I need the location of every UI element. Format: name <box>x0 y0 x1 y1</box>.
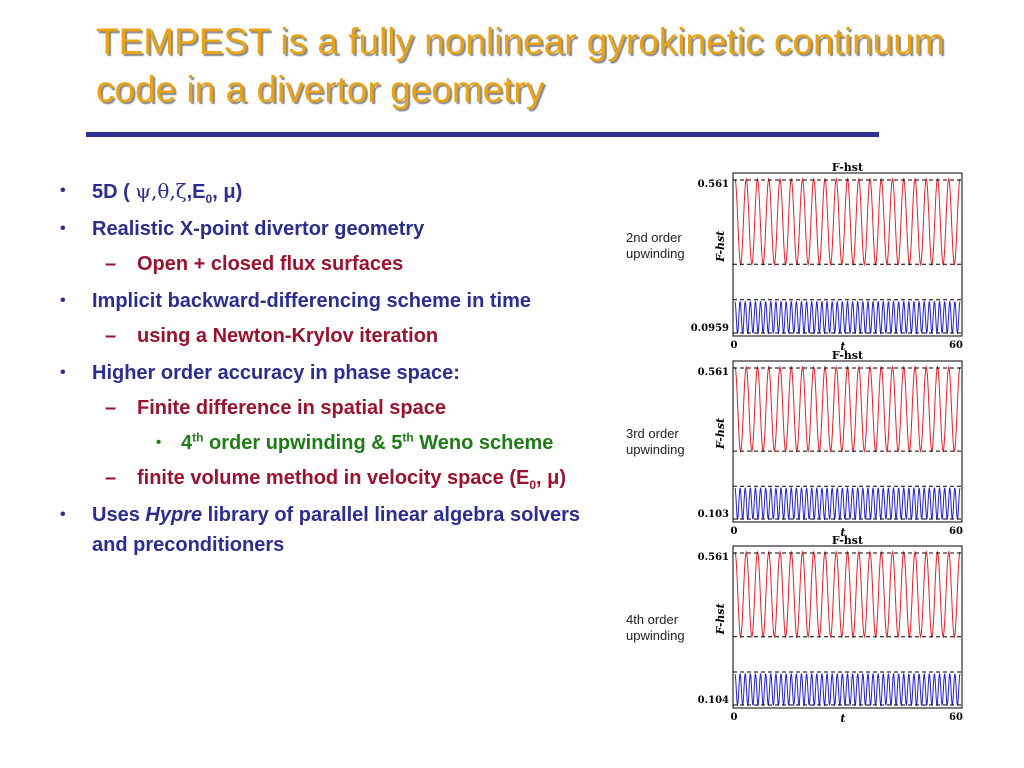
subbullet-finite-difference-text: Finite difference in spatial space <box>137 397 446 419</box>
y-tick-label-bottom: 0.103 <box>698 509 729 520</box>
chart-title: F-hst <box>832 534 864 547</box>
red-trace <box>734 365 961 454</box>
chart-title: F-hst <box>832 161 864 174</box>
bullet-geometry-text: Realistic X-point divertor geometry <box>92 218 425 240</box>
hypre-text-b: library of parallel linear algebra solve… <box>92 504 581 556</box>
subsubbullet-upwinding: • 4th order upwinding & 5th Weno scheme <box>56 428 596 458</box>
chart-1-side-label: 2nd order upwinding <box>626 230 716 262</box>
bullet-list: • 5D ( ψ,θ,ζ,E0, μ) • Realistic X-point … <box>56 176 596 560</box>
dash-marker: – <box>105 253 117 275</box>
chart-3-side-label-line-2: upwinding <box>626 628 685 643</box>
upwinding-superscript: th <box>192 430 204 445</box>
chart-1-side-label-line-2: upwinding <box>626 246 685 261</box>
chart-2-side-label: 3rd order upwinding <box>626 426 716 458</box>
bullet-implicit: • Implicit backward-differencing scheme … <box>56 286 596 316</box>
bullet-5d-greek: ψ,θ,ζ <box>135 179 187 203</box>
bullet-geometry: • Realistic X-point divertor geometry <box>56 214 596 244</box>
red-trace <box>734 177 961 267</box>
subbullet-newton-krylov: – using a Newton-Krylov iteration <box>56 321 596 351</box>
chart-2-side-label-line-2: upwinding <box>626 442 685 457</box>
bullet-marker: • <box>60 506 66 523</box>
subbullet-finite-volume: – finite volume method in velocity space… <box>56 463 596 493</box>
x-tick-label-end: 60 <box>949 712 963 723</box>
bullet-5d-mid: ,E <box>186 181 206 203</box>
finite-volume-subscript: 0 <box>529 478 537 492</box>
red-trace <box>734 550 961 639</box>
subbullet-flux-surfaces: – Open + closed flux surfaces <box>56 249 596 279</box>
bullet-marker: • <box>60 182 66 199</box>
upwinding-text-c: Weno scheme <box>413 432 554 454</box>
bullet-5d: • 5D ( ψ,θ,ζ,E0, μ) <box>56 176 596 207</box>
x-axis-label: t <box>840 340 845 353</box>
subbullet-flux-surfaces-text: Open + closed flux surfaces <box>137 253 404 275</box>
bullet-5d-subscript: 0 <box>205 192 213 206</box>
chart-title: F-hst <box>832 349 864 362</box>
y-tick-label-bottom: 0.104 <box>698 695 729 706</box>
bullet-marker: • <box>156 434 162 451</box>
blue-trace <box>734 672 961 707</box>
chart-3-side-label: 4th order upwinding <box>626 612 716 644</box>
blue-trace <box>734 486 961 521</box>
x-tick-label-end: 60 <box>949 526 963 537</box>
hypre-text-a: Uses <box>92 504 146 526</box>
bullet-implicit-text: Implicit backward-differencing scheme in… <box>92 290 532 312</box>
chart-3-side-label-line-1: 4th order <box>626 612 679 627</box>
y-tick-label-top: 0.561 <box>698 367 729 378</box>
y-axis-label: F-hst <box>714 231 727 263</box>
blue-trace <box>734 300 961 335</box>
bullet-marker: • <box>60 364 66 381</box>
x-tick-label-end: 60 <box>949 340 963 351</box>
x-tick-label-start: 0 <box>731 340 738 351</box>
finite-volume-text-a: finite volume method in velocity space (… <box>137 467 530 489</box>
y-tick-label-top: 0.561 <box>698 552 729 563</box>
bullet-5d-suffix: , μ) <box>212 181 243 203</box>
bullet-marker: • <box>60 292 66 309</box>
upwinding-text-b: order upwinding & 5 <box>203 432 403 454</box>
dash-marker: – <box>105 397 117 419</box>
slide-title: TEMPEST is a fully nonlinear gyrokinetic… <box>96 21 945 110</box>
bullet-hypre: • Uses Hypre library of parallel linear … <box>56 500 596 560</box>
y-axis-label: F-hst <box>714 603 727 635</box>
bullet-accuracy: • Higher order accuracy in phase space: <box>56 358 596 388</box>
y-tick-label-bottom: 0.0959 <box>691 323 729 334</box>
dash-marker: – <box>105 467 117 489</box>
hypre-name: Hypre <box>145 504 203 526</box>
x-axis-label: t <box>840 526 845 539</box>
upwinding-text-a: 4 <box>181 432 193 454</box>
bullet-marker: • <box>60 220 66 237</box>
bullet-5d-prefix: 5D ( <box>92 181 136 203</box>
chart-1-side-label-line-1: 2nd order <box>626 230 682 245</box>
x-axis-label: t <box>840 712 845 725</box>
y-tick-label-top: 0.561 <box>698 179 729 190</box>
finite-volume-text-b: , μ) <box>536 467 567 489</box>
chart-2-side-label-line-1: 3rd order <box>626 426 679 441</box>
bullet-accuracy-text: Higher order accuracy in phase space: <box>92 362 460 384</box>
x-tick-label-start: 0 <box>731 526 738 537</box>
y-axis-label: F-hst <box>714 418 727 450</box>
title-underline <box>86 132 879 137</box>
subbullet-finite-difference: – Finite difference in spatial space <box>56 393 596 423</box>
subbullet-newton-krylov-text: using a Newton-Krylov iteration <box>137 325 439 347</box>
dash-marker: – <box>105 325 117 347</box>
weno-superscript: th <box>402 430 414 445</box>
x-tick-label-start: 0 <box>731 712 738 723</box>
